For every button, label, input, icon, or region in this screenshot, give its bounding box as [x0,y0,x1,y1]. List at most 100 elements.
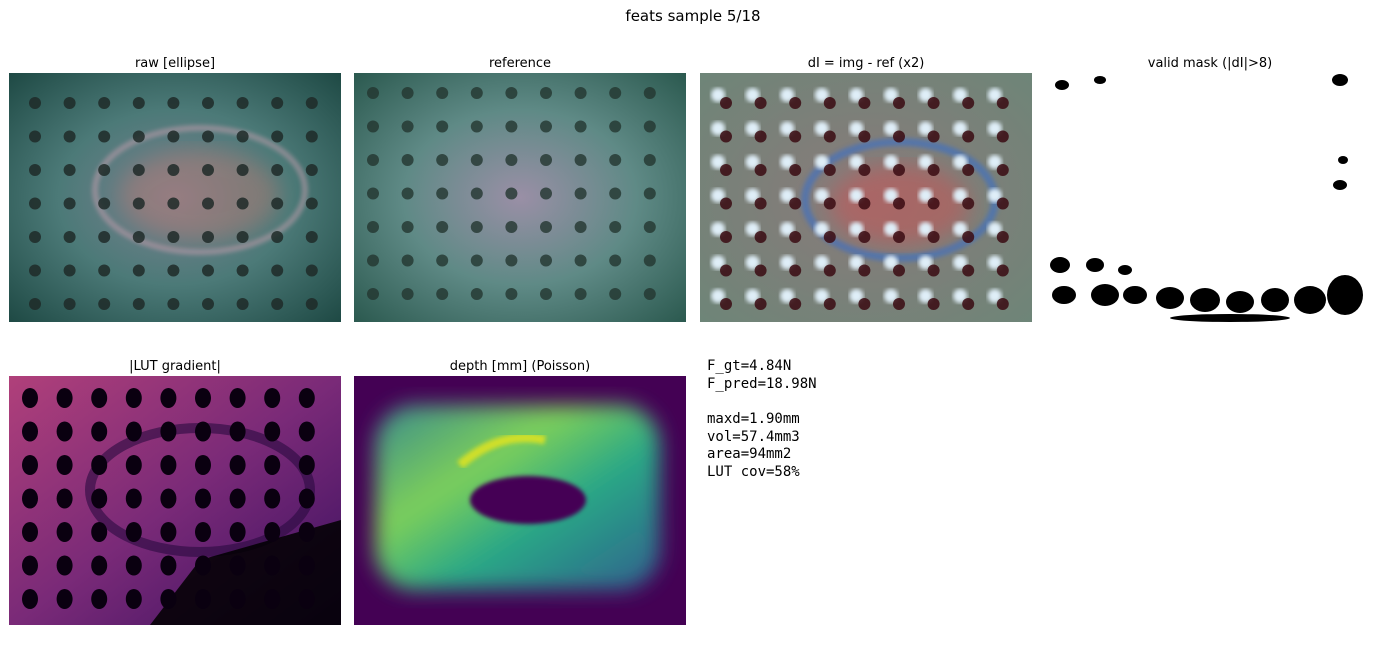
raw-image [9,73,341,322]
texture [893,97,905,109]
texture [436,187,449,200]
texture [927,298,940,310]
texture [505,221,518,233]
texture [884,289,898,303]
texture [132,197,145,210]
texture [996,197,1009,210]
texture [236,130,249,143]
texture [505,87,518,99]
texture [436,254,449,267]
texture [22,522,38,542]
texture [305,197,318,210]
texture [893,231,905,243]
texture [884,88,898,102]
texture [1094,76,1106,84]
texture [56,455,73,475]
texture [540,221,552,233]
texture [56,589,73,609]
texture [56,388,73,408]
texture [98,197,111,210]
texture [91,488,108,509]
texture [401,254,414,267]
texture [125,421,142,442]
texture [470,154,483,166]
texture [229,488,246,509]
texture [56,522,73,542]
texture [202,231,214,243]
texture [167,264,180,277]
texture [574,288,587,300]
texture [540,187,552,200]
texture [884,188,898,203]
texture [56,555,73,576]
texture [996,231,1009,243]
texture [298,388,315,408]
texture [305,298,318,310]
texture [858,264,871,277]
texture [745,222,760,236]
texture [780,289,795,303]
texture [22,555,38,576]
texture [98,164,111,176]
texture [167,298,180,310]
texture [436,288,449,300]
texture [789,231,802,243]
texture [202,130,214,143]
texture [849,121,864,136]
texture [540,254,552,267]
texture [29,130,41,143]
depth-image [354,376,686,625]
texture [271,130,284,143]
texture [609,120,622,133]
texture [236,97,249,109]
texture [264,522,281,542]
texture [643,221,656,233]
texture [125,388,142,408]
texture [987,188,1002,203]
texture [754,130,767,143]
texture [470,187,483,200]
texture [918,121,933,136]
texture [711,222,725,236]
texture [436,87,449,99]
texture [953,155,968,169]
stats-line: vol=57.4mm3 [707,429,800,445]
texture [780,222,795,236]
texture [298,555,315,576]
texture [814,155,829,169]
texture [367,187,379,200]
texture [195,421,211,442]
texture [202,298,214,310]
texture [202,197,214,210]
texture [125,555,142,576]
stats-line: maxd=1.90mm [707,411,800,427]
texture [401,87,414,99]
texture [29,298,41,310]
texture [962,298,975,310]
texture [1052,286,1076,304]
texture [160,522,177,542]
texture [918,255,933,270]
texture [401,187,414,200]
texture [63,298,76,310]
panel-title: raw [ellipse] [135,56,215,71]
texture [195,388,211,408]
texture [780,155,795,169]
texture [160,388,177,408]
texture [953,255,968,270]
texture [63,164,76,176]
texture [271,97,284,109]
texture [996,298,1009,310]
texture [29,264,41,277]
texture [167,197,180,210]
texture [505,187,518,200]
texture [643,154,656,166]
texture [229,589,246,609]
texture [574,120,587,133]
texture [1190,288,1220,312]
texture [160,555,177,576]
texture [1091,284,1119,306]
texture [823,97,836,109]
texture [195,488,211,509]
texture [893,264,905,277]
